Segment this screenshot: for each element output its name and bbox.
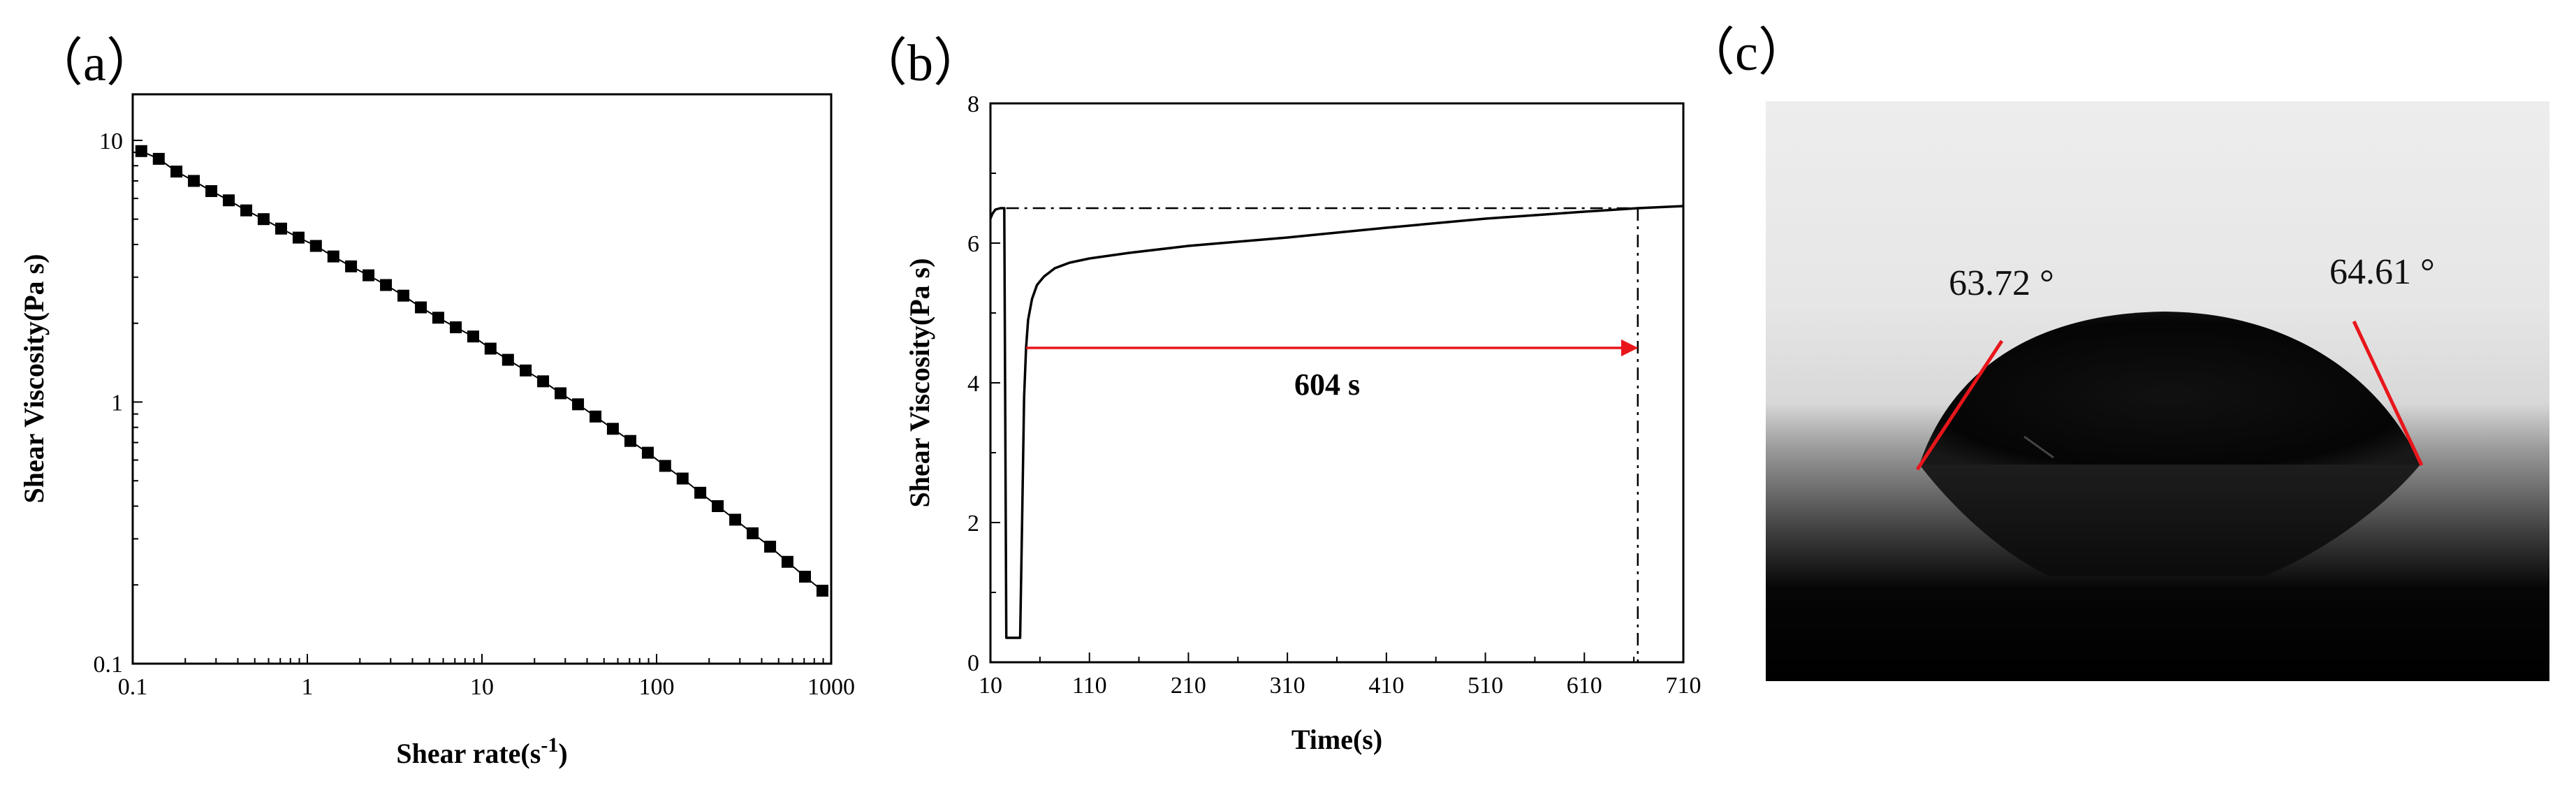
- panel-b-ticks: 10 110 210 310 410 510 610 710 0 2 4 6 8: [967, 92, 1702, 699]
- panel-b-x-tick-label: 210: [1171, 673, 1206, 699]
- panel-b-x-tick-label: 710: [1666, 673, 1702, 699]
- panel-b-x-tick-label: 310: [1270, 673, 1305, 699]
- panel-a-plot-frame: [131, 93, 833, 665]
- contact-angle-photo: 63.72 ° 64.61 °: [1766, 101, 2549, 681]
- panel-a-data-point: [467, 330, 479, 343]
- panel-b-y-tick-label: 2: [967, 511, 979, 537]
- panel-a-data-point: [799, 570, 812, 583]
- panel-a-data-point: [309, 240, 322, 252]
- panel-a-label: （a）: [31, 35, 158, 92]
- panel-a-data-point: [240, 204, 253, 217]
- panel-a-data-point: [292, 231, 305, 244]
- panel-a-data-point: [205, 185, 218, 198]
- panel-b-y-tick-label: 4: [967, 371, 979, 397]
- panel-a-data-point: [781, 555, 793, 568]
- panel-a-y-tick-label: 0.1: [94, 652, 124, 678]
- left-contact-angle: 63.72 °: [1949, 263, 2054, 303]
- panel-b-label: （b）: [856, 35, 985, 92]
- panel-a-data-line: [140, 150, 824, 592]
- panel-a-data-point: [223, 194, 235, 207]
- panel-a-data-point: [520, 364, 532, 377]
- panel-a-x-tick-label: 1000: [807, 674, 855, 700]
- panel-a-y-tick-label: 10: [99, 129, 123, 154]
- panel-a-data-point: [747, 527, 759, 539]
- right-contact-angle: 64.61 °: [2329, 252, 2435, 292]
- panel-a-data-point: [152, 152, 165, 165]
- panel-a-data-point: [170, 166, 183, 178]
- panel-a-data-point: [729, 513, 742, 526]
- panel-a-y-tick-label: 1: [111, 390, 123, 416]
- panel-a-data-point: [135, 145, 147, 157]
- panel-a-x-tick-label: 10: [470, 674, 494, 700]
- panel-a-data-point: [590, 410, 602, 423]
- panel-c-label: （c）: [1683, 24, 1810, 82]
- panel-b-x-tick-label: 10: [979, 673, 1002, 699]
- panel-b-y-axis-title: Shear Viscosity(Pa s): [904, 258, 935, 507]
- panel-a-y-axis-title: Shear Viscosity(Pa s): [18, 254, 50, 503]
- panel-b-y-tick-label: 0: [967, 650, 979, 676]
- panel-b-x-tick-label: 610: [1567, 673, 1602, 699]
- panel-a-data-point: [397, 289, 410, 302]
- droplet-highlight: [2024, 435, 2054, 459]
- panel-a-data-point: [257, 213, 270, 226]
- panel-a-data-point: [432, 312, 444, 324]
- panel-a-data-point: [502, 353, 514, 366]
- panel-a-data-point: [450, 321, 462, 334]
- panel-a-data-point: [327, 250, 339, 263]
- panel-a-data-point: [659, 460, 671, 472]
- panel-b-x-axis-title: Time(s): [1291, 724, 1382, 755]
- panel-b-series: [989, 205, 1684, 639]
- panel-a-data-point: [572, 398, 585, 411]
- panel-a-data-point: [816, 585, 828, 597]
- panel-b-x-tick-label: 510: [1468, 673, 1503, 699]
- panel-a-data-point: [275, 222, 288, 235]
- panel-b-reference-lines: [1006, 207, 1639, 662]
- panel-a-data-points: [135, 145, 828, 597]
- panel-a-data-point: [676, 472, 689, 485]
- panel-a-data-point: [484, 342, 497, 355]
- panel-b: （b） 10 110 210 310 410 510 610 710 0 2 4 6 8 604 s T…: [856, 35, 1702, 755]
- panel-a-data-point: [694, 486, 707, 499]
- panel-b-x-tick-label: 110: [1072, 673, 1107, 699]
- panel-a-data-point: [188, 175, 200, 187]
- panel-a-data-point: [555, 387, 567, 400]
- left-tangent-line: [1915, 340, 2004, 471]
- panel-a-ticks: 0.1 1 10 100 1000 0.1 1 10: [94, 129, 856, 700]
- panel-a-x-tick-label: 1: [302, 674, 314, 700]
- panel-b-x-tick-label: 410: [1368, 673, 1404, 699]
- panel-a-data-point: [764, 541, 777, 553]
- panel-c: （c） 63.72 ° 64.61 °: [1683, 24, 2549, 681]
- panel-a-data-point: [641, 446, 654, 459]
- panel-a-data-point: [624, 435, 637, 447]
- panel-a-data-point: [415, 301, 427, 314]
- panel-a-x-axis-title: Shear rate(s-1): [396, 734, 567, 769]
- panel-a-x-tick-label: 0.1: [118, 674, 148, 700]
- panel-b-duration-label: 604 s: [1294, 367, 1360, 402]
- panel-b-series-line: [989, 205, 1684, 639]
- panel-b-y-tick-label: 6: [967, 231, 979, 257]
- panel-a-data-point: [380, 279, 393, 291]
- panel-b-y-tick-label: 8: [967, 92, 979, 117]
- panel-a-data-point: [345, 260, 358, 272]
- right-tangent-line: [2352, 320, 2424, 467]
- droplet-body: [1919, 312, 2420, 465]
- panel-a-data-point: [537, 375, 550, 388]
- panel-a-data-point: [712, 500, 724, 513]
- panel-a-data-point: [606, 423, 619, 435]
- panel-a-x-tick-label: 100: [639, 674, 675, 700]
- panel-a-data-point: [363, 269, 375, 282]
- droplet-reflection: [1919, 465, 2420, 576]
